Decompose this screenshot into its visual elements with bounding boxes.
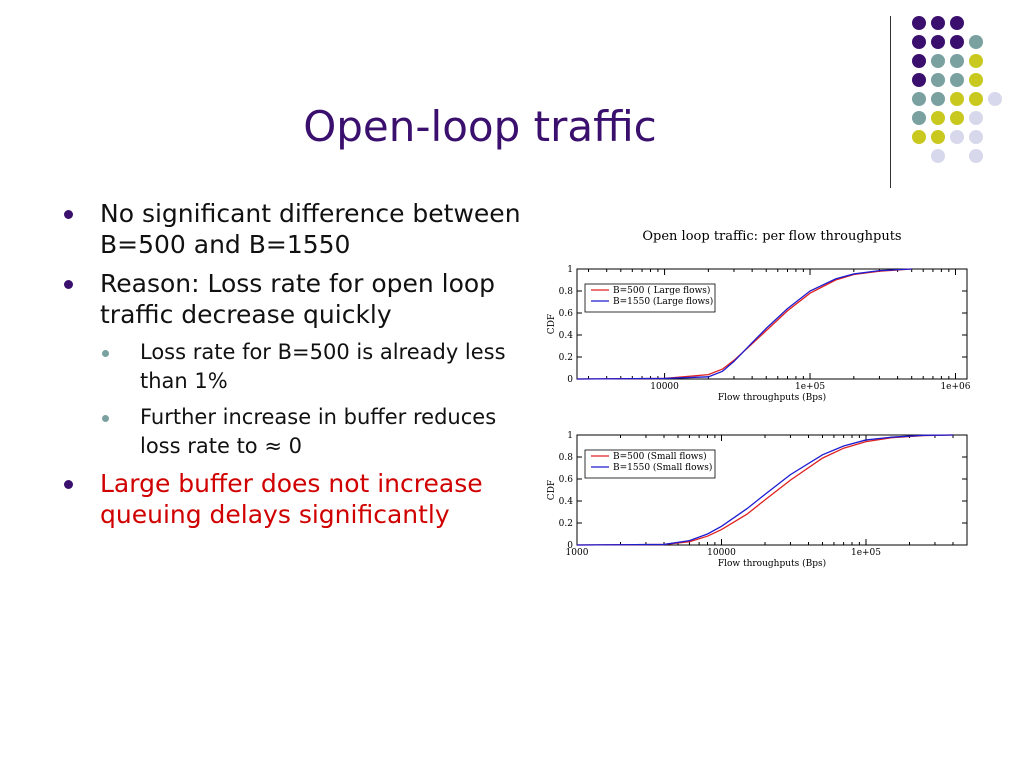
slide-title: Open-loop traffic (303, 102, 657, 151)
decor-dot (950, 73, 964, 87)
x-axis-label: Flow throughputs (Bps) (718, 392, 826, 403)
decor-dot (950, 35, 964, 49)
decor-dot (969, 54, 983, 68)
x-axis-label: Flow throughputs (Bps) (718, 558, 826, 569)
decor-dot (950, 92, 964, 106)
decor-dot (931, 111, 945, 125)
y-tick-label: 0.8 (559, 287, 574, 297)
x-tick-label: 1e+05 (851, 548, 881, 558)
y-tick-label: 0.8 (559, 453, 574, 463)
y-tick-label: 0 (567, 541, 573, 551)
decor-dot (950, 54, 964, 68)
y-tick-label: 0.6 (559, 309, 574, 319)
decor-dot (912, 35, 926, 49)
y-tick-label: 0.2 (559, 353, 573, 363)
series-line (576, 434, 954, 546)
decor-dot (969, 130, 983, 144)
legend-box (584, 283, 716, 313)
cdf-chart-small-flows: 0 0.2 0.4 0.6 0.8 1 1000 10000 1e+05 Flow through… (540, 425, 980, 575)
y-tick-label: 0.4 (559, 497, 574, 507)
x-tick-label: 1e+06 (940, 382, 970, 392)
decor-dot (969, 111, 983, 125)
decor-dot (931, 73, 945, 87)
x-tick-label: 1000 (566, 548, 589, 558)
y-tick-label: 1 (567, 265, 573, 275)
y-tick-label: 0.2 (559, 519, 573, 529)
decor-dot (931, 92, 945, 106)
decor-dot (969, 73, 983, 87)
y-tick-label: 0.6 (559, 475, 574, 485)
decor-dot (912, 16, 926, 30)
divider-line (890, 16, 891, 188)
bullet-list: No significant difference between B=500 … (60, 198, 540, 538)
legend-label: B=1550 (Large flows) (613, 296, 713, 307)
decorative-dots (912, 16, 1002, 163)
decor-dot (912, 54, 926, 68)
decor-dot (931, 35, 945, 49)
x-tick-label: 1e+05 (795, 382, 825, 392)
decor-dot (950, 111, 964, 125)
decor-dot (912, 111, 926, 125)
decor-dot (950, 130, 964, 144)
bullet-item-highlight: Large buffer does not increase queuing d… (60, 468, 540, 530)
sub-bullet-item: Further increase in buffer reduces loss … (60, 403, 540, 461)
decor-dot (931, 54, 945, 68)
series-line (576, 268, 912, 380)
decor-dot (912, 73, 926, 87)
legend-label: B=500 (Small flows) (613, 451, 707, 462)
y-axis-label: CDF (547, 480, 557, 500)
decor-dot (912, 92, 926, 106)
plot-frame (576, 268, 968, 380)
decor-dot (950, 16, 964, 30)
y-tick-label: 0.4 (559, 331, 574, 341)
x-tick-label: 10000 (707, 548, 736, 558)
decor-dot (969, 149, 983, 163)
y-axis-label: CDF (547, 314, 557, 334)
bullet-item: Reason: Loss rate for open loop traffic … (60, 268, 540, 330)
decor-dot (912, 130, 926, 144)
y-tick-label: 1 (567, 431, 573, 441)
decor-dot (931, 149, 945, 163)
decor-dot (969, 35, 983, 49)
series-line (576, 434, 954, 546)
sub-bullet-item: Loss rate for B=500 is already less than… (60, 338, 540, 396)
decor-dot (969, 92, 983, 106)
legend-box (584, 449, 716, 479)
legend-label: B=1550 (Small flows) (613, 462, 712, 473)
legend-label: B=500 ( Large flows) (613, 285, 710, 296)
y-tick-label: 0 (567, 375, 573, 385)
decor-dot (988, 92, 1002, 106)
decor-dot (931, 130, 945, 144)
plot-frame (576, 434, 968, 546)
bullet-item: No significant difference between B=500 … (60, 198, 540, 260)
chart-title: Open loop traffic: per flow throughputs (642, 229, 902, 244)
decor-dot (931, 16, 945, 30)
x-tick-label: 10000 (650, 382, 679, 392)
cdf-chart-large-flows: 0 0.2 0.4 0.6 0.8 1 10000 1e+05 1e+06 Flow throug… (540, 259, 980, 409)
